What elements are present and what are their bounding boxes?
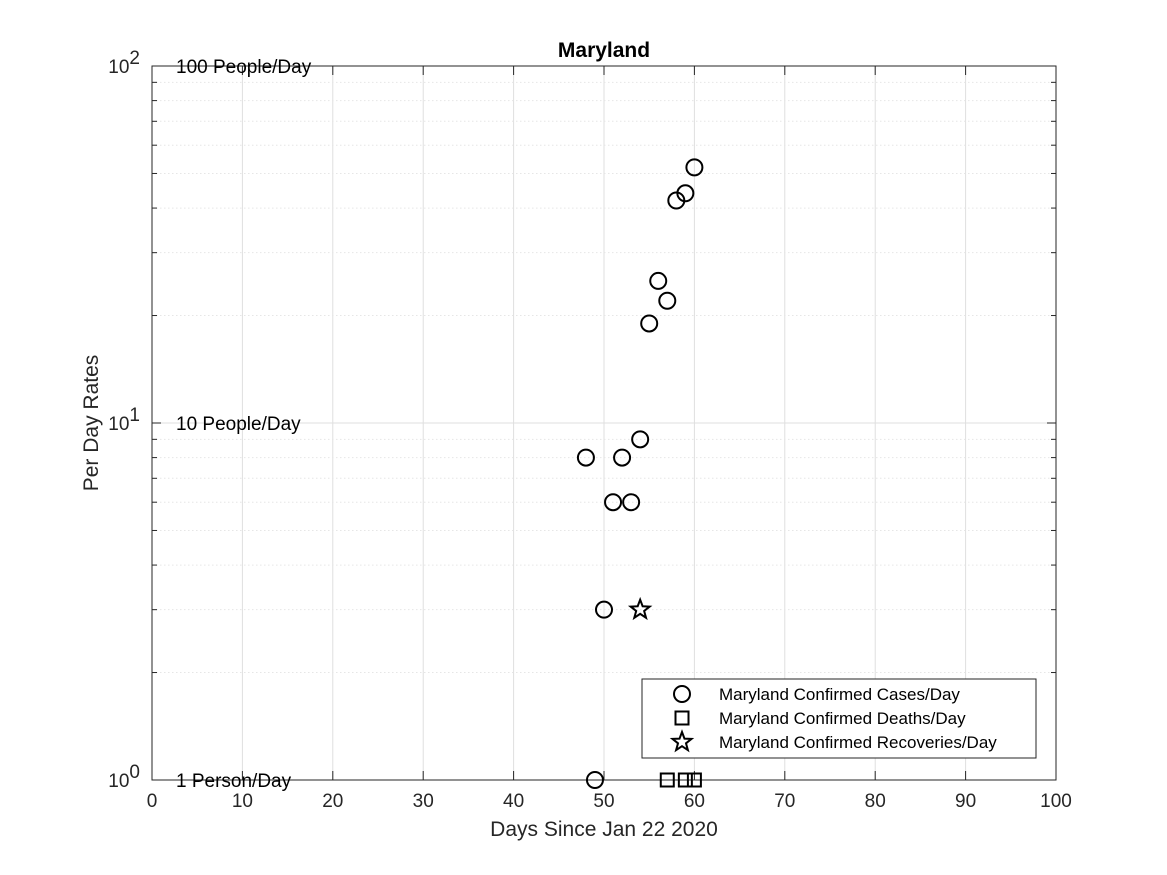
legend-entry-label: Maryland Confirmed Recoveries/Day — [719, 733, 997, 752]
x-tick-label: 40 — [503, 791, 524, 812]
circle-marker — [631, 430, 650, 449]
circle-marker — [613, 448, 632, 467]
legend: Maryland Confirmed Cases/Day Maryland Con… — [641, 678, 1037, 759]
square-marker — [686, 772, 702, 788]
y-tick-label: 100 — [108, 762, 140, 792]
square-marker — [659, 772, 675, 788]
circle-marker — [658, 291, 677, 310]
chart-title: Maryland — [558, 39, 650, 62]
y-axis-title: Per Day Rates — [80, 355, 103, 492]
square-marker — [677, 772, 693, 788]
y-tick-labels: 100 101 102 — [108, 48, 140, 792]
x-tick-labels: 0 10 20 30 40 50 60 70 80 90 100 — [147, 791, 1072, 812]
circle-marker — [676, 184, 695, 203]
circle-marker — [576, 448, 595, 467]
star-marker — [627, 596, 653, 621]
y-tick-label: 102 — [108, 48, 140, 78]
circle-marker — [595, 600, 613, 619]
legend-box — [641, 678, 1037, 759]
legend-entry-label: Maryland Confirmed Cases/Day — [719, 685, 960, 704]
x-tick-label: 20 — [322, 791, 343, 812]
x-tick-label: 70 — [774, 791, 795, 812]
rate-annotation: 10 People/Day — [176, 414, 301, 435]
circle-marker — [622, 493, 641, 512]
circle-marker — [640, 314, 659, 333]
x-axis-title: Days Since Jan 22 2020 — [490, 818, 718, 841]
y-tick-label: 101 — [108, 405, 140, 435]
circle-marker — [604, 493, 623, 512]
x-tick-label: 50 — [593, 791, 614, 812]
circle-marker — [585, 771, 604, 789]
x-tick-label: 10 — [232, 791, 253, 812]
data-markers — [576, 158, 704, 789]
x-tick-label: 60 — [684, 791, 705, 812]
rate-annotations: 100 People/Day 10 People/Day 1 Person/Day — [176, 57, 312, 792]
circle-marker — [685, 158, 704, 177]
x-tick-label: 30 — [413, 791, 434, 812]
x-tick-label: 90 — [955, 791, 976, 812]
x-tick-label: 0 — [147, 791, 158, 812]
rate-annotation: 100 People/Day — [176, 57, 312, 78]
legend-entry-label: Maryland Confirmed Deaths/Day — [719, 709, 966, 728]
legend-star-icon — [669, 729, 695, 753]
x-tick-label: 80 — [865, 791, 886, 812]
legend-square-icon — [674, 710, 690, 726]
rate-annotation: 1 Person/Day — [176, 771, 292, 792]
x-tick-label: 100 — [1040, 791, 1072, 812]
legend-circle-icon — [673, 685, 691, 703]
circle-marker — [649, 271, 668, 290]
